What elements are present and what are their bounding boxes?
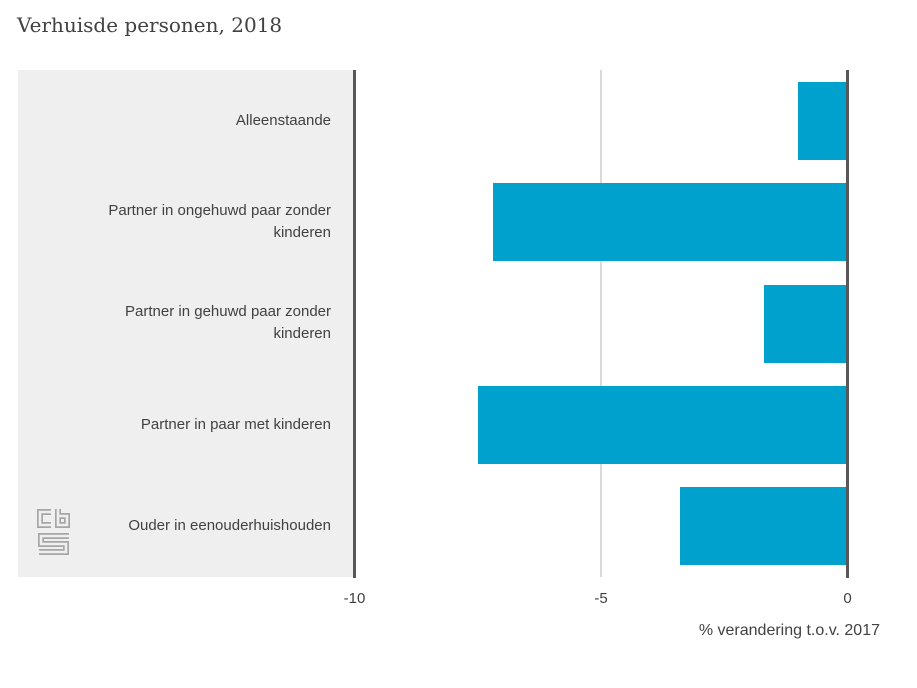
axis-line-minus10 [353,70,356,578]
bar-1[interactable] [492,183,848,262]
cbs-logo-icon [37,509,70,555]
bar-2[interactable] [763,284,848,363]
category-label-1: Partner in ongehuwd paar zonder kinderen [108,202,331,242]
category-label-4: Ouder in eenouderhuishouden [128,517,331,535]
chart-title: Verhuisde personen, 2018 [17,13,283,37]
category-panel: Alleenstaande Partner in ongehuwd paar zo… [18,70,353,577]
axis-line-zero [846,70,849,578]
bar-3[interactable] [477,385,848,464]
x-tick-label--10: -10 [343,590,366,607]
x-tick-label--5: -5 [594,590,608,607]
category-label-2: Partner in gehuwd paar zonder kinderen [125,303,331,343]
x-axis-title: % verandering t.o.v. 2017 [698,622,880,639]
bar-4[interactable] [679,487,848,566]
gridline--5 [600,70,602,577]
category-label-0: Alleenstaande [235,111,331,129]
bar-0[interactable] [798,81,848,160]
x-tick-label-0: 0 [843,590,852,607]
category-label-3: Partner in paar met kinderen [140,415,331,433]
plot-area [356,70,880,577]
